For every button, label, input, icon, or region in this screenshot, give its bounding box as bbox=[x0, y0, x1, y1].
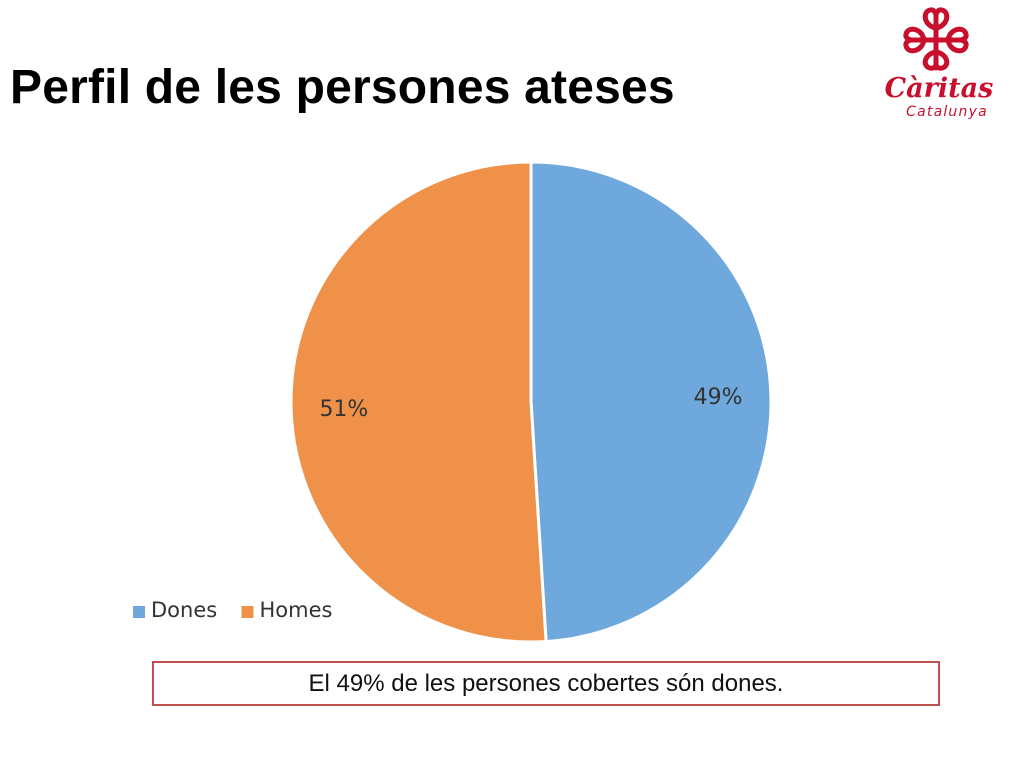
pie-slice-homes bbox=[289, 160, 548, 644]
legend-label-homes: Homes bbox=[260, 598, 333, 622]
legend-swatch-homes bbox=[241, 606, 254, 618]
legend-swatch-dones bbox=[133, 606, 145, 618]
cross-hearts-icon bbox=[903, 7, 969, 71]
logo-name: Càritas bbox=[885, 73, 994, 104]
pie-chart-svg: 49% 51% Dones Homes bbox=[133, 160, 773, 644]
pie-slice-dones bbox=[529, 160, 773, 644]
logo-subtitle: Catalunya bbox=[906, 104, 988, 120]
legend-label-dones: Dones bbox=[151, 598, 217, 622]
data-label-homes: 51% bbox=[319, 397, 368, 422]
page-title: Perfil de les persones ateses bbox=[10, 61, 675, 114]
callout-box: El 49% de les persones cobertes són done… bbox=[152, 661, 940, 706]
data-label-dones: 49% bbox=[694, 385, 743, 410]
caritas-logo: Càritas Catalunya bbox=[885, 7, 994, 120]
